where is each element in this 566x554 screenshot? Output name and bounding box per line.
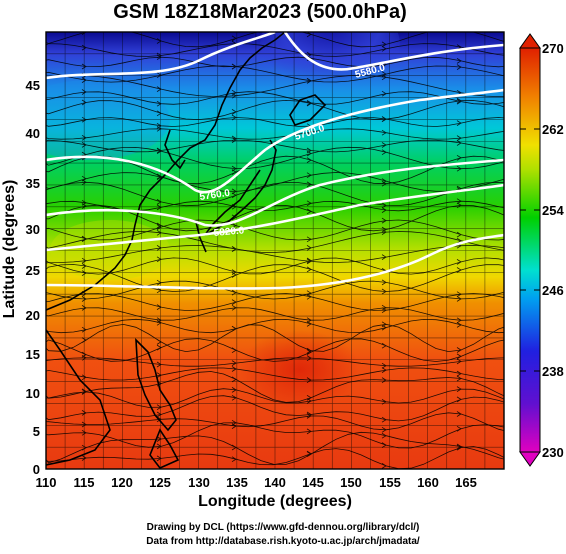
colorbar-tick-label: 238	[542, 364, 564, 379]
x-tick-label: 110	[36, 475, 57, 490]
y-axis: 0 5 10 15 20 25 30 35 40 45	[26, 78, 40, 477]
y-tick-label: 5	[33, 424, 40, 439]
y-tick-label: 25	[26, 263, 40, 278]
y-tick-label: 45	[26, 78, 40, 93]
coastlines	[46, 32, 327, 469]
map-plot: 5580.0 5700.0 5760.0 5820.0 110 115 120 …	[26, 31, 564, 490]
colorbar: 230 238 246 254 262 270	[519, 33, 564, 467]
colorbar-tick-label: 246	[542, 283, 564, 298]
x-axis: 110 115 120 125 130 135 140 145 150 155 …	[36, 475, 477, 490]
x-tick-label: 165	[455, 475, 477, 490]
y-tick-label: 20	[26, 308, 40, 323]
x-tick-label: 130	[188, 475, 210, 490]
colorbar-fill	[519, 47, 541, 453]
colorbar-tick-label: 270	[542, 41, 564, 56]
x-tick-label: 160	[417, 475, 439, 490]
x-tick-label: 145	[302, 475, 324, 490]
contour-label: 5760.0	[199, 188, 231, 203]
x-tick-label: 140	[264, 475, 286, 490]
x-tick-label: 155	[379, 475, 401, 490]
y-tick-label: 40	[26, 126, 40, 141]
y-tick-label: 0	[33, 462, 40, 477]
lat-lon-grid	[46, 32, 504, 469]
y-tick-label: 15	[26, 347, 40, 362]
y-axis-label: Latitude (degrees)	[1, 179, 18, 319]
x-tick-label: 120	[111, 475, 133, 490]
contour-labels: 5580.0 5700.0 5760.0 5820.0	[199, 62, 387, 239]
y-tick-label: 35	[26, 176, 40, 191]
colorbar-tick-label: 262	[542, 122, 564, 137]
credit-drawing: Drawing by DCL (https://www.gfd-dennou.o…	[146, 522, 420, 533]
x-tick-label: 125	[149, 475, 171, 490]
x-tick-label: 150	[340, 475, 362, 490]
contour-label: 5820.0	[213, 225, 245, 239]
colorbar-tick-label: 254	[542, 203, 564, 218]
colorbar-bottom-arrow	[519, 451, 541, 467]
plot-frame	[45, 31, 505, 470]
map-title: GSM 18Z18Mar2023 (500.0hPa)	[113, 1, 407, 23]
colorbar-tick-label: 230	[542, 445, 564, 460]
y-tick-label: 10	[26, 386, 40, 401]
height-contours	[46, 32, 504, 290]
credit-data: Data from http://database.rish.kyoto-u.a…	[146, 536, 420, 547]
x-tick-label: 135	[226, 475, 248, 490]
x-tick-label: 115	[74, 475, 95, 490]
y-tick-label: 30	[26, 222, 40, 237]
x-axis-label: Longitude (degrees)	[198, 493, 352, 510]
colorbar-top-arrow	[519, 33, 541, 49]
